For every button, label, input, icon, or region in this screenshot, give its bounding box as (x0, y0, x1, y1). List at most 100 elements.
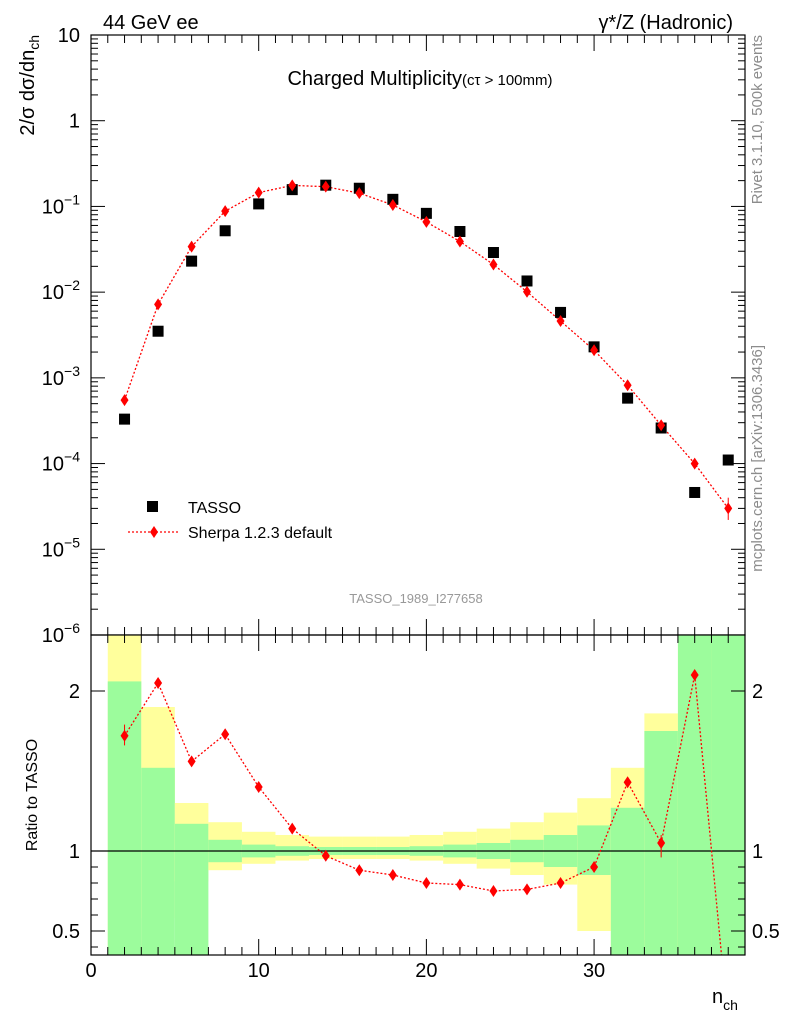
tasso-point (219, 225, 231, 237)
sherpa-point (657, 419, 666, 432)
ratio-xlabel-text: n (712, 986, 723, 1008)
ratio-band-inner (711, 635, 745, 955)
ratio-point (355, 864, 364, 877)
sherpa-point (455, 235, 464, 248)
tasso-point (152, 325, 164, 337)
main-ytick-label-exp: −5 (64, 534, 80, 550)
ratio-point (254, 781, 263, 793)
sherpa-point (556, 315, 565, 328)
main-ylabel-text: 2/σ dσ/dn (17, 50, 39, 136)
ratio-point (288, 822, 297, 835)
ratio-xtick-label: 0 (85, 960, 96, 982)
sherpa-point (388, 198, 397, 211)
main-ytick-label: 10−5 (42, 534, 80, 561)
main-ytick-label-exp: −6 (64, 620, 80, 636)
sherpa-point (288, 179, 297, 192)
sherpa-point (489, 258, 498, 271)
watermark: TASSO_1989_I277658 (349, 591, 482, 606)
main-ytick-label: 10−3 (42, 363, 80, 390)
ratio-ytick-label-right: 1 (752, 841, 763, 863)
main-ytick-label-base: 10 (42, 454, 64, 476)
main-ytick-label-base: 10 (42, 625, 64, 647)
tasso-point (454, 225, 466, 237)
tasso-point (722, 454, 734, 466)
ratio-xlabel-sub: ch (723, 997, 738, 1013)
tasso-point (487, 247, 499, 259)
ratio-xlabel: nch (712, 986, 738, 1013)
sherpa-point (523, 285, 531, 298)
sherpa-point (221, 205, 230, 218)
tasso-point (119, 413, 131, 425)
ratio-point (556, 877, 565, 889)
main-title-text: Charged Multiplicity (287, 68, 462, 90)
legend-tasso-marker (147, 501, 158, 512)
ratio-point (590, 861, 599, 873)
ratio-plot: 0.5 0.51 12 20 10 20 30 (52, 634, 780, 982)
ratio-band-inner (610, 807, 645, 955)
ratio-band-inner (141, 767, 175, 955)
ratio-point (523, 883, 531, 896)
side-label-bottom: mcplots.cern.ch [arXiv:1306.3436] (749, 345, 766, 572)
main-ytick-label: 10−4 (42, 449, 80, 476)
ratio-band-inner (174, 823, 209, 955)
ratio-ytick-label-right: 2 (752, 681, 763, 703)
ratio-ytick-label-left: 0.5 (52, 921, 80, 943)
ratio-ytick-label-left: 2 (69, 681, 80, 703)
tasso-point (420, 207, 432, 219)
sherpa-point (254, 186, 263, 199)
tasso-point (186, 255, 198, 267)
ratio-xtick-label: 30 (583, 960, 605, 982)
ratio-point (221, 728, 230, 741)
sherpa-point (623, 379, 632, 392)
sherpa-point (154, 298, 163, 311)
ratio-point (623, 776, 632, 789)
main-ytick-label-exp: −3 (64, 363, 80, 379)
main-ytick-label-exp: −4 (64, 449, 80, 465)
main-ytick-label-base: 10 (42, 282, 64, 304)
main-title: Charged Multiplicity(cτ > 100mm) (287, 68, 552, 90)
legend-sherpa-marker (150, 526, 158, 538)
sherpa-point (120, 394, 129, 407)
sherpa-point (724, 502, 733, 515)
main-frame (90, 34, 746, 636)
ratio-ytick-label-right: 0.5 (752, 921, 780, 943)
ratio-point (388, 869, 397, 881)
ratio-ytick-label-left: 1 (69, 841, 80, 863)
sherpa-point (690, 457, 699, 470)
main-ytick-label-base: 1 (69, 111, 80, 133)
ratio-point (690, 669, 699, 681)
sherpa-line (123, 184, 729, 509)
tasso-point (622, 392, 634, 404)
ratio-point (422, 877, 431, 889)
sherpa-point (355, 187, 364, 200)
main-ytick-label-exp: −2 (64, 277, 80, 293)
legend: TASSO Sherpa 1.2.3 default (128, 500, 333, 542)
tasso-point (689, 486, 701, 498)
main-ytick-label-base: 10 (42, 368, 64, 390)
main-ytick-label-base: 10 (42, 196, 64, 218)
sherpa-point (187, 240, 196, 253)
ratio-point (154, 677, 163, 689)
tasso-point (555, 306, 567, 318)
ratio-frame (90, 634, 746, 956)
sherpa-point (590, 344, 599, 357)
ratio-band-inner (107, 681, 142, 955)
ratio-xtick-label: 10 (248, 960, 270, 982)
ratio-point (187, 755, 196, 768)
ratio-point (657, 837, 666, 849)
tasso-point (521, 275, 533, 287)
legend-sherpa-label: Sherpa 1.2.3 default (188, 525, 333, 542)
sherpa-point (422, 215, 431, 228)
main-title-sub: (cτ > 100mm) (462, 72, 553, 89)
main-ytick-label-exp: −1 (64, 191, 80, 207)
main-ytick-label-base: 10 (42, 539, 64, 561)
main-ytick-label: 10−1 (42, 191, 80, 218)
header-left: 44 GeV ee (103, 12, 199, 34)
main-ytick-label: 10−2 (42, 277, 80, 304)
sherpa-point (321, 180, 330, 193)
main-ytick-label: 10 (58, 25, 80, 47)
side-label-top: Rivet 3.1.10, 500k events (749, 35, 766, 204)
main-ytick-label-base: 10 (58, 25, 80, 47)
ratio-point (489, 885, 498, 897)
